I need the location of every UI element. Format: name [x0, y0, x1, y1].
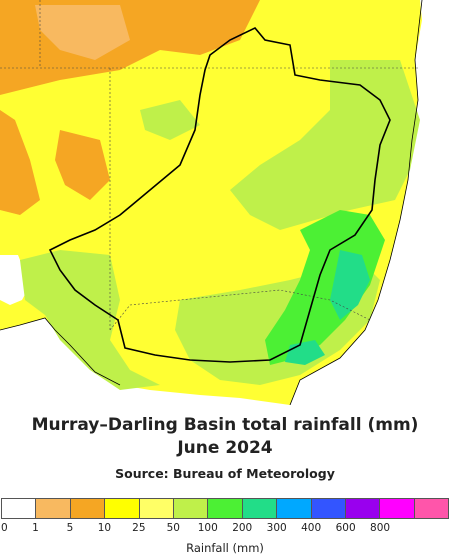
- legend-tick-label: 200: [232, 522, 253, 534]
- legend-swatch: [2, 499, 37, 518]
- map-title: Murray–Darling Basin total rainfall (mm): [31, 415, 419, 435]
- legend-tick-label: 10: [97, 522, 112, 534]
- legend-swatch: [380, 499, 415, 518]
- legend-swatch: [70, 499, 106, 518]
- rain-zone-green-southwest: [20, 250, 160, 390]
- legend-tick-label: 50: [166, 522, 180, 534]
- legend-tick-label: 5: [66, 522, 74, 534]
- legend-tick-label: 100: [197, 522, 218, 534]
- legend-swatch: [345, 499, 381, 518]
- ocean-south: [0, 318, 290, 405]
- rain-zone-lightorange: [35, 5, 130, 60]
- rain-zone-teal: [330, 250, 370, 320]
- map-subtitle-period: June 2024: [177, 438, 273, 458]
- legend-tick-label: 1: [32, 522, 39, 534]
- legend-swatch: [36, 499, 71, 518]
- legend-tick-label: 800: [370, 522, 391, 534]
- ocean-east: [290, 0, 450, 405]
- rain-zone-orange-west: [0, 110, 40, 215]
- legend-ticks: 0 1 5 10 25 50 100 200 300 400 600 800: [0, 522, 450, 538]
- rain-zone-green-east: [230, 60, 420, 230]
- legend-swatch: [139, 499, 174, 518]
- legend-swatch: [105, 499, 140, 518]
- rain-zone-orange-central: [55, 130, 110, 200]
- legend-tick-label: 25: [132, 522, 146, 534]
- legend-tick-label: 300: [266, 522, 287, 534]
- rain-zone-brightgreen: [265, 210, 385, 365]
- legend-swatch: [277, 499, 312, 518]
- legend-title: Rainfall (mm): [186, 541, 264, 555]
- coastline: [289, 0, 423, 405]
- source-credit: Source: Bureau of Meteorology: [115, 466, 335, 481]
- legend-tick-label: 600: [335, 522, 356, 534]
- legend-swatch: [208, 499, 243, 518]
- rainfall-map: [0, 0, 450, 405]
- legend-color-bar: [1, 498, 449, 519]
- rain-zone-green-upper: [140, 100, 200, 140]
- state-borders: [0, 0, 420, 331]
- legend-tick-label: 0: [1, 522, 8, 534]
- legend-swatch: [414, 499, 449, 518]
- coastline-south: [0, 317, 121, 386]
- legend-swatch: [173, 499, 209, 518]
- basin-boundary: [48, 27, 391, 363]
- legend-swatch: [242, 499, 278, 518]
- legend-swatch: [311, 499, 346, 518]
- legend-tick-label: 400: [301, 522, 322, 534]
- rain-zone-teal-south: [285, 340, 325, 365]
